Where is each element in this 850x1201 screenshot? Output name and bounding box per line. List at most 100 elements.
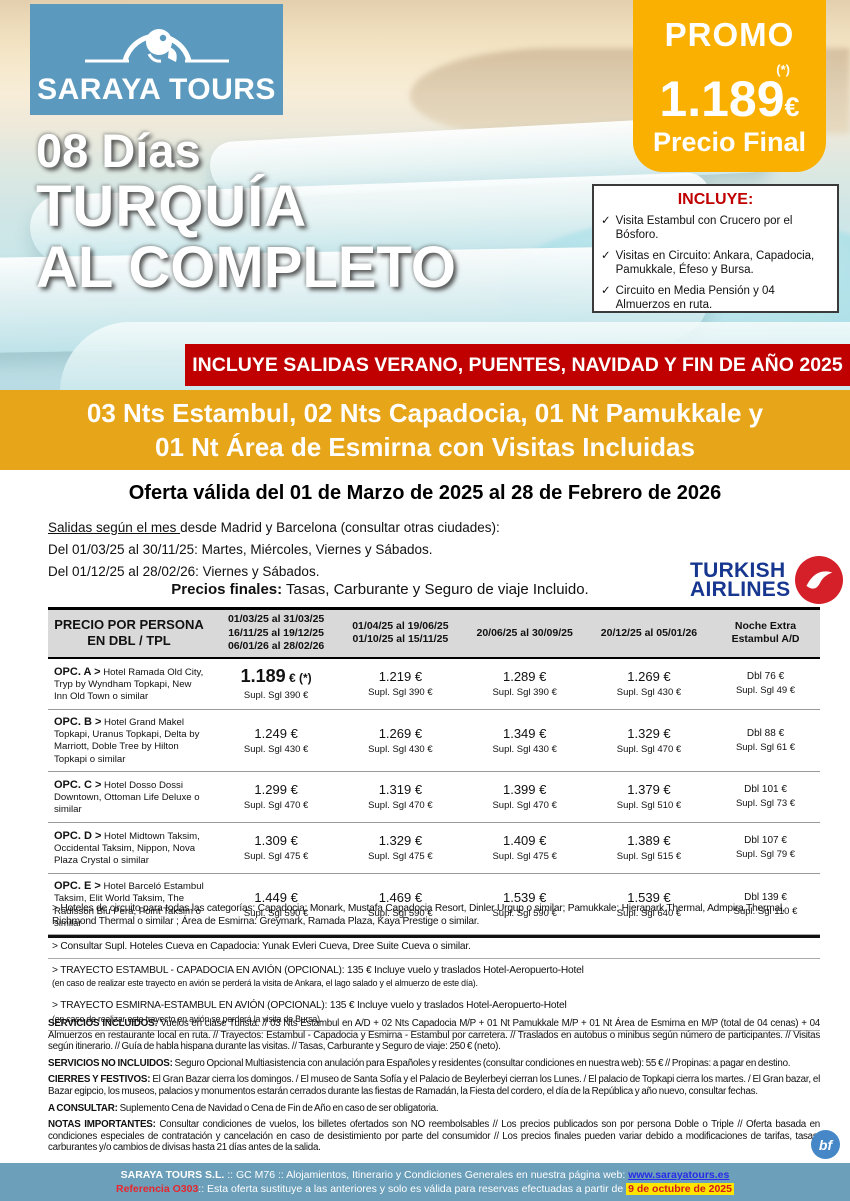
header-price-per-person: PRECIO POR PERSONA EN DBL / TPL	[48, 617, 214, 650]
header-extra-night: Noche Extra Estambul A/D	[711, 620, 820, 647]
promo-final-label: Precio Final	[652, 126, 807, 157]
extra-night-single: Supl. Sgl 61 €	[735, 741, 796, 753]
option-label: OPC. B >	[54, 715, 102, 728]
footer-line2-text: :: Esta oferta sustituye a las anteriore…	[198, 1183, 627, 1195]
departures-rest: desde Madrid y Barcelona (consultar otra…	[180, 520, 500, 535]
price-value: 1.249 €	[254, 725, 298, 741]
itinerary-banner-line1: 03 Nts Estambul, 02 Nts Capadocia, 01 Nt…	[86, 397, 764, 428]
header-season-3: 20/06/25 al 30/09/25	[476, 626, 573, 639]
extra-night-single: Supl. Sgl 110 €	[733, 906, 798, 918]
single-supplement: Supl. Sgl 590 €	[492, 908, 557, 920]
extra-night-line1: Noche Extra	[734, 619, 797, 632]
promo-currency: €	[784, 92, 800, 122]
price-cell: 1.409 € Supl. Sgl 475 €	[463, 833, 587, 862]
hotel-list: Hotel Barceló Estambul Taksim, Elit Worl…	[54, 880, 204, 929]
footer-line-1: SARAYA TOURS S.L. :: GC M76 :: Alojamien…	[0, 1169, 850, 1181]
promo-price-box: PROMO (*) 1.189€ Precio Final	[633, 0, 826, 172]
extra-night-cell: Dbl 139 € Supl. Sgl 110 €	[711, 892, 820, 917]
promo-price-value: 1.189	[659, 71, 785, 127]
closures-text: El Gran Bazar cierra los domingos. / El …	[48, 1074, 820, 1097]
price-cell: 1.329 € Supl. Sgl 475 €	[338, 833, 462, 862]
note-flight-capadocia: > TRAYECTO ESTAMBUL - CAPADOCIA EN AVIÓN…	[48, 959, 820, 995]
hotel-list: Hotel Dosso Dossi Downtown, Ottoman Life…	[54, 779, 200, 816]
check-icon: ✓	[601, 249, 611, 262]
header-col1-line2: EN DBL / TPL	[87, 633, 171, 649]
option-label: OPC. E >	[54, 879, 101, 892]
single-supplement: Supl. Sgl 390 €	[368, 687, 433, 699]
price-cell: 1.309 € Supl. Sgl 475 €	[214, 833, 338, 862]
note-cave-hotels: > Consultar Supl. Hoteles Cueva en Capad…	[48, 935, 820, 959]
single-supplement: Supl. Sgl 510 €	[616, 800, 682, 812]
price-cell: 1.319 € Supl. Sgl 470 €	[338, 782, 462, 811]
note-flight-esmirna-sub: (en caso de realizar este trayecto en av…	[52, 1013, 323, 1024]
note-flight-esmirna-main: > TRAYECTO ESMIRNA-ESTAMBUL EN AVIÓN (OP…	[52, 1000, 567, 1012]
price-cell: 1.379 € Supl. Sgl 510 €	[587, 782, 711, 811]
price-cell: 1.399 € Supl. Sgl 470 €	[463, 782, 587, 811]
price-cell: 1.449 € Supl. Sgl 590 €	[214, 890, 338, 919]
single-supplement: Supl. Sgl 475 €	[492, 851, 557, 863]
price-value: 1.329 €	[378, 833, 423, 849]
hotel-cell: OPC. A > Hotel Ramada Old City, Tryp by …	[48, 665, 214, 704]
services-included-label: SERVICIOS INCLUIDOS:	[48, 1018, 158, 1029]
to-consult: A CONSULTAR: Suplemento Cena de Navidad …	[48, 1103, 820, 1115]
table-header: PRECIO POR PERSONA EN DBL / TPL 01/03/25…	[48, 607, 820, 659]
price-cell: 1.289 € Supl. Sgl 390 €	[463, 669, 587, 698]
important-notes-text: Consultar condiciones de vuelos, los bil…	[48, 1119, 821, 1154]
title-line-complete: AL COMPLETO	[36, 235, 456, 301]
closures-label: CIERRES Y FESTIVOS:	[48, 1074, 151, 1086]
extra-night-cell: Dbl 88 € Supl. Sgl 61 €	[711, 728, 820, 753]
note-flight-esmirna: > TRAYECTO ESMIRNA-ESTAMBUL EN AVIÓN (OP…	[48, 994, 820, 1032]
single-supplement: Supl. Sgl 430 €	[616, 687, 682, 699]
price-cell: 1.269 € Supl. Sgl 430 €	[587, 669, 711, 698]
footer-website-link[interactable]: www.sarayatours.es	[628, 1169, 730, 1181]
final-prices-bold: Precios finales:	[171, 581, 283, 598]
price-value: 1.539 €	[502, 890, 547, 906]
turkish-airlines-bird-icon	[795, 556, 844, 604]
hotel-cell: OPC. B > Hotel Grand Makel Topkapi, Uran…	[48, 715, 214, 766]
page-title: 08 Días TURQUÍA AL COMPLETO	[36, 126, 456, 299]
extra-night-cell: Dbl 76 € Supl. Sgl 49 €	[711, 671, 820, 696]
price-value: 1.269 €	[378, 725, 423, 741]
price-value: 1.409 €	[502, 833, 547, 849]
hotel-cell: OPC. C > Hotel Dosso Dossi Downtown, Ott…	[48, 778, 214, 817]
price-value: 1.379 €	[627, 782, 671, 798]
single-supplement: Supl. Sgl 475 €	[368, 851, 433, 863]
bf-badge: bf	[811, 1130, 840, 1159]
single-supplement: Supl. Sgl 590 €	[368, 908, 433, 920]
hotel-cell: OPC. E > Hotel Barceló Estambul Taksim, …	[48, 879, 214, 930]
extra-night-double: Dbl 107 €	[744, 835, 787, 847]
price-value: 1.289 €	[502, 669, 547, 685]
turkish-airlines-wordmark: TURKISH AIRLINES	[690, 558, 790, 601]
itinerary-banner: 03 Nts Estambul, 02 Nts Capadocia, 01 Nt…	[0, 390, 850, 470]
table-row-opc-d: OPC. D > Hotel Midtown Taksim, Occidenta…	[48, 823, 820, 874]
promo-label: PROMO	[664, 16, 795, 53]
check-icon: ✓	[601, 284, 611, 297]
includes-item: ✓ Visitas en Circuito: Ankara, Capadocia…	[601, 249, 830, 278]
airline-word-1: TURKISH	[690, 558, 786, 582]
price-cell: 1.389 € Supl. Sgl 515 €	[587, 833, 711, 862]
footer-company-name: SARAYA TOURS S.L.	[120, 1169, 225, 1181]
hotel-cell: OPC. D > Hotel Midtown Taksim, Occidenta…	[48, 829, 214, 868]
promo-asterisk: (*)	[776, 62, 790, 77]
extra-night-cell: Dbl 101 € Supl. Sgl 73 €	[711, 784, 820, 809]
price-value: 1.189	[240, 666, 286, 687]
note-circuit-hotels: > Hoteles de circuito para todas las cat…	[48, 897, 820, 935]
promo-price: 1.189€	[633, 74, 826, 124]
departures-dates-1: Del 01/03/25 al 30/11/25: Martes, Miérco…	[48, 542, 433, 557]
itinerary-banner-line2: 01 Nt Área de Esmirna con Visitas Inclui…	[155, 432, 695, 462]
single-supplement: Supl. Sgl 590 €	[243, 908, 309, 920]
price-suffix: € (*)	[285, 671, 312, 686]
title-line-country: TURQUÍA	[36, 173, 308, 239]
season1-range1: 01/03/25 al 31/03/25	[227, 613, 325, 625]
departures-dates-2: Del 01/12/25 al 28/02/26: Viernes y Sába…	[48, 564, 320, 579]
logo-wordmark: SARAYA TOURS	[37, 73, 276, 106]
season2-range1: 01/04/25 al 19/06/25	[352, 619, 449, 632]
services-included-text: Vuelos en clase Turista. // 03 Nts Estam…	[48, 1018, 820, 1053]
option-label: OPC. D >	[54, 829, 102, 842]
departures-info: Salidas según el mes desde Madrid y Barc…	[48, 517, 500, 583]
price-value: 1.399 €	[502, 782, 547, 798]
note-flight-capadocia-sub: (en caso de realizar este trayecto en av…	[52, 978, 478, 988]
table-row-opc-e: OPC. E > Hotel Barceló Estambul Taksim, …	[48, 874, 820, 939]
bird-icon	[77, 14, 237, 73]
